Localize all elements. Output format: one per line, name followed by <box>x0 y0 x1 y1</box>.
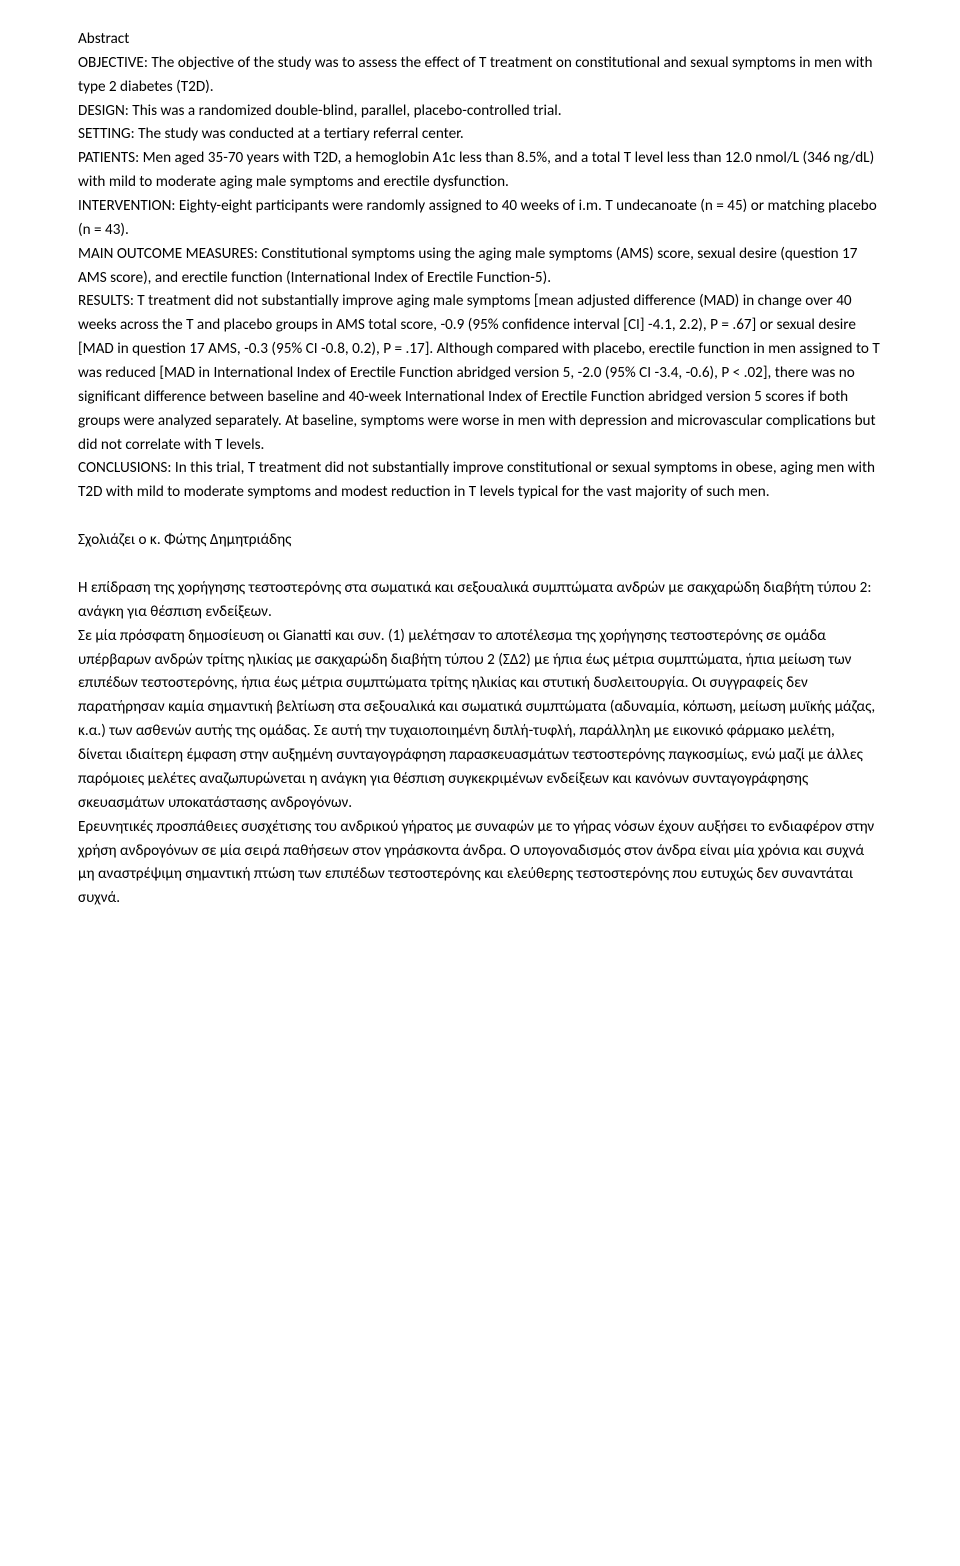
abstract-objective: OBJECTIVE: The objective of the study wa… <box>78 52 882 100</box>
abstract-main-outcome: MAIN OUTCOME MEASURES: Constitutional sy… <box>78 243 882 291</box>
section-gap <box>78 505 882 529</box>
commentary-author: Σχολιάζει ο κ. Φώτης Δημητριάδης <box>78 529 882 553</box>
greek-paragraph-2: Ερευνητικές προσπάθειες συσχέτισης του α… <box>78 816 882 911</box>
abstract-patients: PATIENTS: Men aged 35-70 years with T2D,… <box>78 147 882 195</box>
section-gap <box>78 553 882 577</box>
abstract-heading: Abstract <box>78 28 882 52</box>
abstract-results: RESULTS: T treatment did not substantial… <box>78 290 882 457</box>
abstract-design: DESIGN: This was a randomized double-bli… <box>78 100 882 124</box>
greek-title: Η επίδραση της χορήγησης τεστοστερόνης σ… <box>78 577 882 625</box>
abstract-intervention: INTERVENTION: Eighty-eight participants … <box>78 195 882 243</box>
greek-paragraph-1: Σε μία πρόσφατη δημοσίευση οι Gianatti κ… <box>78 625 882 816</box>
abstract-setting: SETTING: The study was conducted at a te… <box>78 123 882 147</box>
abstract-conclusions: CONCLUSIONS: In this trial, T treatment … <box>78 457 882 505</box>
